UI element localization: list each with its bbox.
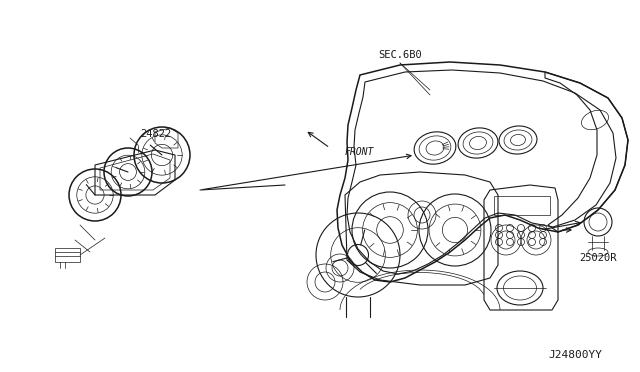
Text: 24822: 24822: [140, 129, 172, 139]
Text: FRONT: FRONT: [345, 147, 374, 157]
Text: SEC.6B0: SEC.6B0: [378, 50, 422, 60]
Text: J24800YY: J24800YY: [548, 350, 602, 360]
Text: 25020R: 25020R: [579, 253, 617, 263]
